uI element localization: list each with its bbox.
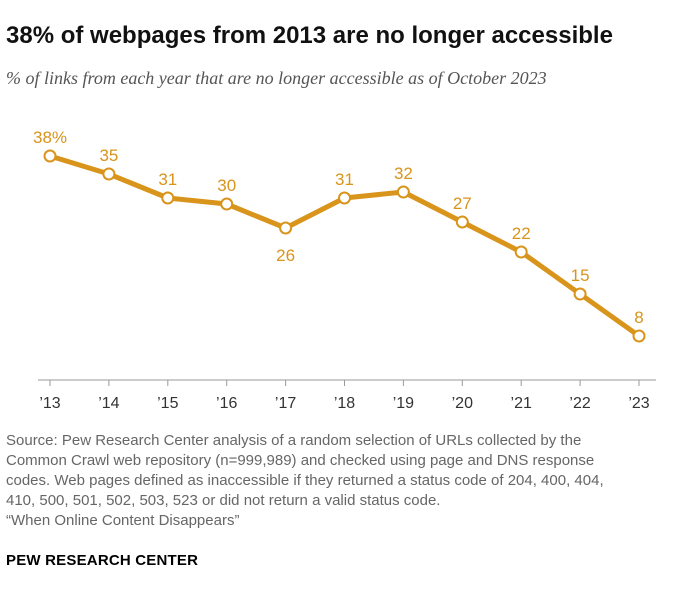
data-point xyxy=(514,245,528,259)
chart-title: 38% of webpages from 2013 are no longer … xyxy=(6,22,613,49)
data-label: 8 xyxy=(634,308,643,327)
chart-subtitle: % of links from each year that are no lo… xyxy=(6,68,547,88)
data-label: 26 xyxy=(276,246,295,265)
data-label: 35 xyxy=(99,146,118,165)
data-point xyxy=(455,215,469,229)
x-tick-label: ’16 xyxy=(216,395,237,412)
data-point xyxy=(43,149,57,163)
data-points xyxy=(43,149,646,343)
data-label: 38% xyxy=(33,128,67,147)
data-point xyxy=(396,185,410,199)
source-line: codes. Web pages defined as inaccessible… xyxy=(6,472,604,489)
x-tick-label: ’15 xyxy=(157,395,178,412)
data-label: 30 xyxy=(217,176,236,195)
data-point xyxy=(632,329,646,343)
line-chart: ’13’14’15’16’17’18’19’20’21’22’23 38%353… xyxy=(33,128,656,412)
brand-logo-text: PEW RESEARCH CENTER xyxy=(6,552,199,569)
x-tick-label: ’14 xyxy=(98,395,119,412)
data-label: 27 xyxy=(453,194,472,213)
x-axis: ’13 ’14 ’15 ’16 ’17 ’18 ’19 ’20 ’21 ’22 ’23 xyxy=(38,379,656,412)
source-line: Common Crawl web repository (n=999,989) … xyxy=(6,452,595,469)
x-tick-label: ’17 xyxy=(275,395,296,412)
data-label: 32 xyxy=(394,164,413,183)
x-tick-label: ’22 xyxy=(569,395,590,412)
data-label: 31 xyxy=(158,170,177,189)
x-tick-label: ’23 xyxy=(628,395,649,412)
source-line: 410, 500, 501, 502, 503, 523 or did not … xyxy=(6,492,441,509)
data-label: 31 xyxy=(335,170,354,189)
x-tick-label: ’19 xyxy=(393,395,414,412)
data-point xyxy=(161,191,175,205)
data-point xyxy=(279,221,293,235)
x-tick-label: ’20 xyxy=(452,395,473,412)
data-point xyxy=(573,287,587,301)
x-tick-label: ’21 xyxy=(511,395,532,412)
source-report-title: “When Online Content Disappears” xyxy=(6,512,240,529)
x-tick-label: ’18 xyxy=(334,395,355,412)
source-note: Source: Pew Research Center analysis of … xyxy=(6,431,686,531)
x-tick-label: ’13 xyxy=(39,395,60,412)
data-label: 15 xyxy=(571,266,590,285)
data-point xyxy=(102,167,116,181)
source-line: Source: Pew Research Center analysis of … xyxy=(6,432,582,449)
data-point xyxy=(338,191,351,205)
data-point xyxy=(220,197,234,211)
data-labels: 38% 35 31 30 26 31 32 27 22 15 8 xyxy=(33,128,644,327)
data-label: 22 xyxy=(512,224,531,243)
